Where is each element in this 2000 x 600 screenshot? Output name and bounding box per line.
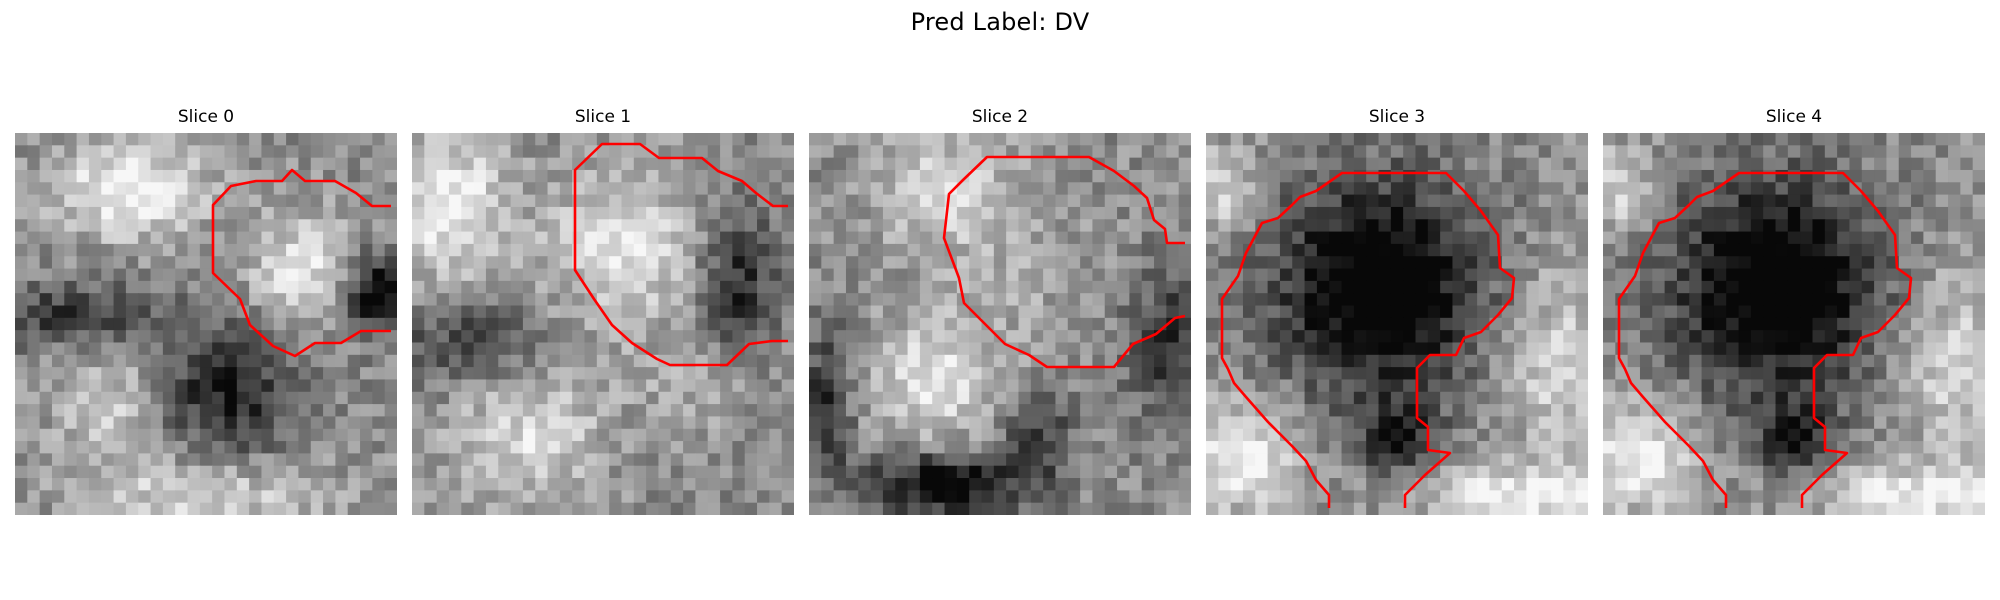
slice-1-svg [412, 133, 794, 515]
slice-title-0: Slice 0 [15, 107, 397, 127]
slice-0-svg [15, 133, 397, 515]
slice-0-texture [15, 133, 397, 515]
slice-4-texture [1603, 133, 1985, 515]
slice-title-2: Slice 2 [809, 107, 1191, 127]
slice-3-svg [1206, 133, 1588, 515]
slice-image-1 [412, 133, 794, 515]
slice-image-4 [1603, 133, 1985, 515]
slice-title-1: Slice 1 [412, 107, 794, 127]
slice-1-texture [412, 133, 794, 515]
slice-2-svg [809, 133, 1191, 515]
slice-title-3: Slice 3 [1206, 107, 1588, 127]
slice-3-texture [1206, 133, 1588, 515]
slice-image-3 [1206, 133, 1588, 515]
slice-title-4: Slice 4 [1603, 107, 1985, 127]
slice-image-2 [809, 133, 1191, 515]
slice-2-texture [809, 133, 1191, 515]
slice-4-svg [1603, 133, 1985, 515]
slice-image-0 [15, 133, 397, 515]
figure-title: Pred Label: DV [0, 8, 2000, 36]
